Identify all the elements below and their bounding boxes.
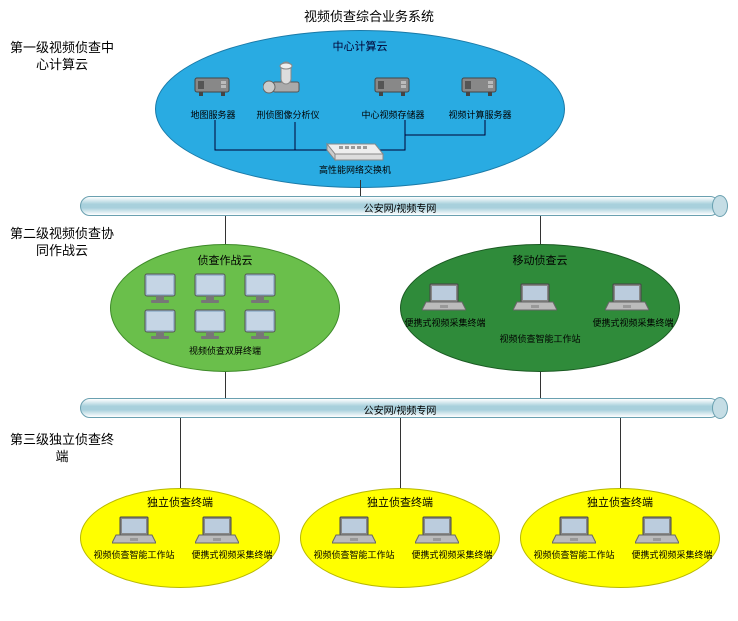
combat-mon2 — [193, 272, 227, 304]
main-title: 视频侦查综合业务系统 — [0, 6, 738, 25]
mobile-laptop2 — [513, 282, 557, 312]
term1-laptop1 — [112, 515, 156, 545]
term2-p-label: 便携式视频采集终端 — [402, 548, 502, 561]
tier3-label: 第三级独立侦查终 端 — [6, 432, 118, 466]
analyzer-label: 刑侦图像分析仪 — [248, 108, 328, 121]
map-server-label: 地图服务器 — [183, 108, 243, 121]
compute-label: 视频计算服务器 — [445, 108, 515, 121]
storage-icon — [373, 70, 413, 100]
mobile-ws-label: 视频侦查智能工作站 — [400, 332, 680, 345]
term3-laptop1 — [552, 515, 596, 545]
switch-icon — [325, 140, 385, 162]
map-server-icon — [193, 70, 233, 100]
tier2-label: 第二级视频侦查协 同作战云 — [6, 226, 118, 260]
combat-mon1 — [143, 272, 177, 304]
pipe1-label: 公安网/视频专网 — [80, 200, 720, 215]
cloud-mobile-title: 移动侦查云 — [400, 252, 680, 268]
tier1-label: 第一级视频侦查中 心计算云 — [6, 40, 118, 74]
combat-mon5 — [193, 308, 227, 340]
line-combat-pipe2 — [225, 372, 226, 400]
analyzer-icon — [263, 60, 309, 96]
mobile-l1-label: 便携式视频采集终端 — [400, 316, 490, 329]
line-pipe1-combat — [225, 216, 226, 244]
term3-laptop2 — [635, 515, 679, 545]
storage-label: 中心视频存储器 — [358, 108, 428, 121]
mobile-l3-label: 便携式视频采集终端 — [588, 316, 678, 329]
combat-mon3 — [243, 272, 277, 304]
cloud-combat-title: 侦查作战云 — [110, 252, 340, 268]
line-pipe1-mobile — [540, 216, 541, 244]
combat-mon4 — [143, 308, 177, 340]
line-pipe2-term1 — [180, 418, 181, 488]
line-mobile-pipe2 — [540, 372, 541, 400]
term1-p-label: 便携式视频采集终端 — [182, 548, 282, 561]
term2-title: 独立侦查终端 — [300, 494, 500, 510]
term2-ws-label: 视频侦查智能工作站 — [304, 548, 404, 561]
term2-laptop2 — [415, 515, 459, 545]
combat-device-label: 视频侦查双屏终端 — [110, 344, 340, 357]
mobile-laptop3 — [605, 282, 649, 312]
combat-mon6 — [243, 308, 277, 340]
compute-icon — [460, 70, 500, 100]
term1-title: 独立侦查终端 — [80, 494, 280, 510]
switch-label: 高性能网络交换机 — [305, 163, 405, 176]
line-pipe2-term2 — [400, 418, 401, 488]
term1-laptop2 — [195, 515, 239, 545]
mobile-laptop1 — [422, 282, 466, 312]
term3-p-label: 便携式视频采集终端 — [622, 548, 722, 561]
term2-laptop1 — [332, 515, 376, 545]
term1-ws-label: 视频侦查智能工作站 — [84, 548, 184, 561]
line-pipe2-term3 — [620, 418, 621, 488]
pipe2-label: 公安网/视频专网 — [80, 402, 720, 417]
term3-title: 独立侦查终端 — [520, 494, 720, 510]
term3-ws-label: 视频侦查智能工作站 — [524, 548, 624, 561]
